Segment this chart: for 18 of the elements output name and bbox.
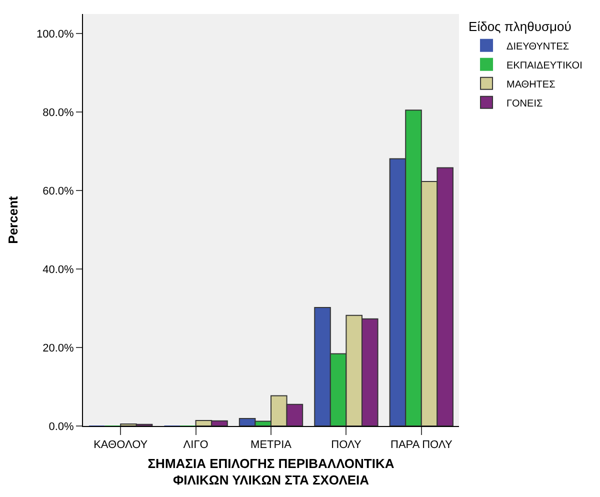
- x-tick-label: ΠΑΡΑ ΠΟΛΥ: [390, 439, 453, 452]
- y-tick-label: 40.0%: [42, 264, 74, 276]
- legend-label: ΜΑΘΗΤΕΣ: [506, 79, 556, 90]
- x-tick-label: ΚΑΘΟΛΟΥ: [94, 439, 148, 452]
- y-tick-label: 80.0%: [42, 106, 74, 119]
- legend-label: ΕΚΠΑΙΔΕΥΤΙΚΟΙ: [506, 60, 582, 72]
- y-tick-label: 60.0%: [42, 185, 74, 198]
- y-tick-label: 20.0%: [42, 342, 74, 354]
- y-axis-title: Percent: [5, 195, 20, 244]
- x-tick-label: ΛΙΓΟ: [183, 439, 209, 452]
- y-tick-label: 100.0%: [36, 28, 74, 40]
- x-axis-title: ΣΗΜΑΣΙΑ ΕΠΙΛΟΓΗΣ ΠΕΡΙΒΑΛΛΟΝΤΙΚΑ ΦΙΛΙΚΩΝ ΥΛΙΚΩΝ ΣΤΑ ΣΧΟΛΕΙΑ: [148, 456, 395, 488]
- x-tick-label: ΠΟΛΥ: [331, 439, 362, 452]
- x-tick-label: ΜΕΤΡΙΑ: [250, 439, 292, 452]
- legend-title: Είδος πληθυσμού: [468, 18, 572, 34]
- legend-label: ΔΙΕΥΘΥΝΤΕΣ: [506, 41, 570, 52]
- y-tick-label: 0.0%: [48, 420, 74, 433]
- legend-label: ΓΟΝΕΙΣ: [506, 98, 543, 110]
